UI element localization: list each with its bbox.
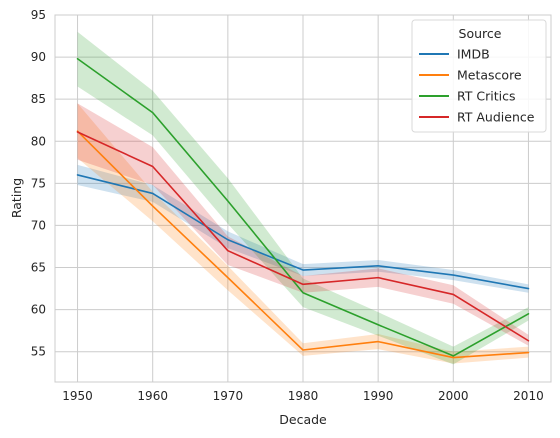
x-tick-label: 2000 (438, 389, 469, 403)
plot-frame (54, 14, 552, 383)
series-line-imdb (76, 174, 530, 290)
legend-title: Source (459, 26, 502, 41)
y-axis-ticks: 55 60 65 70 75 80 85 90 95 (31, 8, 46, 359)
series-lines (76, 57, 530, 359)
legend-box (411, 19, 547, 133)
grid (55, 14, 551, 382)
x-tick-label: 1990 (363, 389, 394, 403)
legend-items: IMDB Metascore RT Critics RT Audience (419, 47, 535, 125)
y-tick-label: 70 (31, 218, 46, 232)
y-tick-label: 80 (31, 134, 46, 148)
confidence-band-rt-critics (77, 31, 529, 365)
x-tick-label: 2010 (513, 389, 544, 403)
confidence-band-rt-audience (77, 103, 529, 346)
y-tick-label: 55 (31, 345, 46, 359)
x-tick-label: 1970 (213, 389, 244, 403)
y-axis-label: Rating (9, 178, 24, 218)
legend-label-rt-critics: RT Critics (457, 89, 515, 104)
x-tick-label: 1980 (288, 389, 319, 403)
x-axis-label: Decade (279, 412, 327, 427)
series-line-metascore (76, 130, 530, 359)
legend: Source IMDB Metascore RT Critics RT Audienc… (411, 19, 547, 133)
x-axis-ticks: 1950 1960 1970 1980 1990 2000 2010 (62, 389, 543, 403)
series-line-rt-audience (76, 131, 530, 342)
y-tick-label: 65 (31, 261, 46, 275)
x-tick-label: 1960 (137, 389, 168, 403)
confidence-band-metascore (77, 103, 529, 364)
y-tick-label: 75 (31, 176, 46, 190)
legend-label-rt-audience: RT Audience (457, 110, 535, 125)
x-tick-label: 1950 (62, 389, 93, 403)
series-line-rt-critics (76, 57, 530, 357)
y-tick-label: 85 (31, 92, 46, 106)
y-tick-label: 95 (31, 8, 46, 22)
y-tick-label: 60 (31, 303, 46, 317)
legend-label-metascore: Metascore (457, 68, 522, 83)
y-tick-label: 90 (31, 50, 46, 64)
legend-label-imdb: IMDB (457, 47, 490, 62)
